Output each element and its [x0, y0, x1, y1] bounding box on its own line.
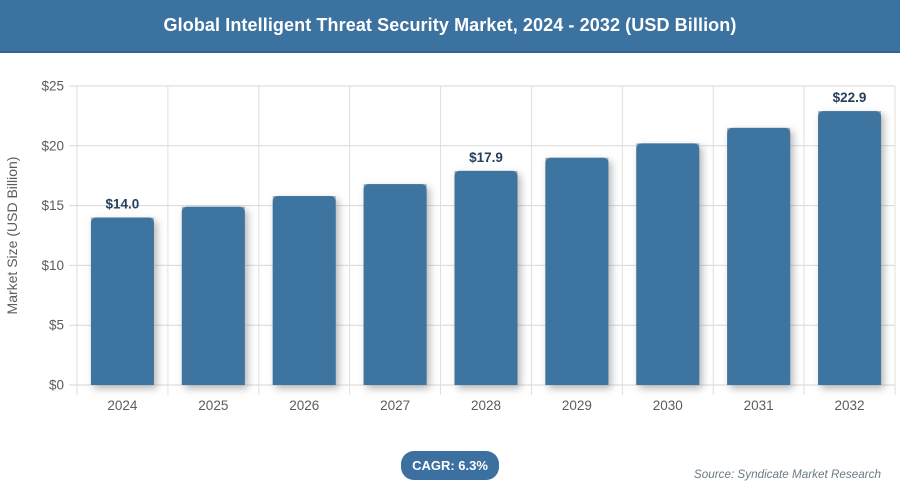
- x-tick-label: 2026: [289, 398, 319, 413]
- bar-chart: $0 $5 $10 $15 $20 $25 Market Size (USD Billion…: [4, 79, 896, 413]
- y-tick-label: $20: [41, 138, 64, 153]
- bar-2027: [363, 184, 427, 385]
- bar-2029: [545, 157, 609, 385]
- x-tick-label: 2030: [653, 398, 683, 413]
- x-tick-label: 2024: [107, 398, 138, 413]
- x-tick-label: 2029: [562, 398, 592, 413]
- source-note: Source: Syndicate Market Research: [693, 468, 881, 481]
- bar-2025: [181, 206, 245, 385]
- x-tick-label: 2028: [471, 398, 501, 413]
- chart-title: Global Intelligent Threat Security Marke…: [163, 15, 737, 35]
- x-tick-label: 2031: [744, 398, 774, 413]
- bar-2031: [727, 127, 791, 386]
- y-tick-label: $25: [41, 79, 64, 94]
- x-tick-label: 2027: [380, 398, 410, 413]
- cagr-badge: CAGR: 6.3%: [401, 451, 499, 480]
- bar-2032: [818, 111, 882, 385]
- x-tick-label: 2032: [835, 398, 865, 413]
- x-tick-label: 2025: [198, 398, 228, 413]
- y-tick-label: $10: [41, 258, 64, 273]
- y-axis-title: Market Size (USD Billion): [4, 157, 20, 315]
- y-tick-label: $15: [41, 198, 64, 213]
- y-tick-label: $0: [49, 378, 64, 393]
- bar-value-label: $22.9: [833, 90, 867, 105]
- bar-value-label: $17.9: [469, 150, 503, 165]
- bar-value-label: $14.0: [106, 197, 140, 212]
- bar-2028: [454, 170, 518, 385]
- bar-2026: [272, 196, 336, 385]
- title-bar: Global Intelligent Threat Security Marke…: [0, 0, 900, 53]
- bar-2030: [636, 143, 700, 385]
- cagr-label: CAGR: 6.3%: [412, 458, 488, 473]
- y-tick-label: $5: [49, 318, 64, 333]
- bar-2024: [90, 217, 154, 385]
